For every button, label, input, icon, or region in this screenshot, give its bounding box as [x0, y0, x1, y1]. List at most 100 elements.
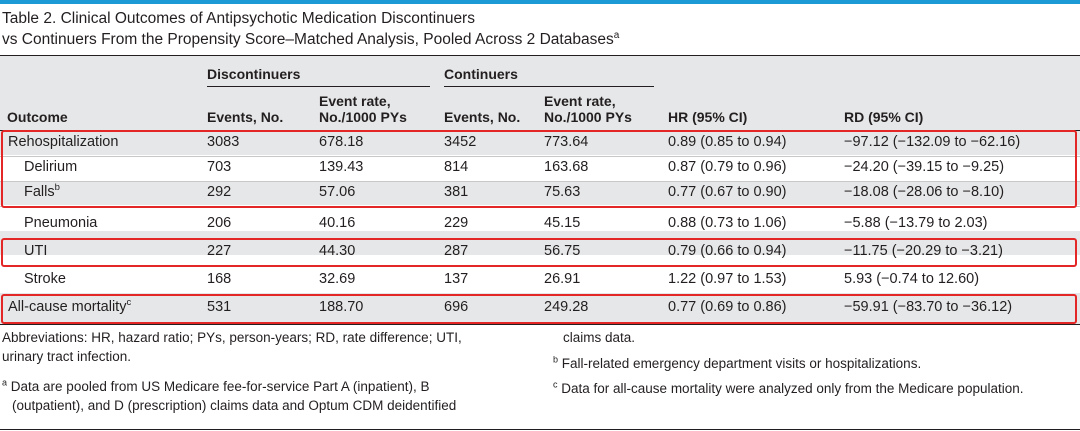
col-header-outcome: Outcome	[7, 109, 68, 125]
cell-cont-rate: 56.75	[544, 243, 581, 259]
footnote-c: c Data for all-cause mortality were anal…	[553, 379, 1024, 398]
col-header-cont-rate-line2: No./1000 PYs	[544, 109, 632, 125]
cell-cont-events: 381	[444, 184, 469, 200]
table-title-line-2-text: vs Continuers From the Propensity Score–…	[2, 31, 614, 48]
cell-disc-rate: 32.69	[319, 271, 356, 287]
col-header-hr: HR (95% CI)	[668, 109, 748, 125]
footnote-a-line3: claims data.	[563, 330, 636, 345]
cell-disc-events: 3083	[207, 134, 240, 150]
table-row-delirium: Delirium 703 139.43 814 163.68 0.87 (0.7…	[0, 156, 1080, 181]
abbreviations-note: Abbreviations: HR, hazard ratio; PYs, pe…	[2, 328, 462, 366]
accent-bar	[0, 0, 1080, 4]
cell-hr: 1.22 (0.97 to 1.53)	[668, 271, 787, 287]
table-title: Table 2. Clinical Outcomes of Antipsycho…	[2, 8, 619, 50]
highlight-box-rehospitalization	[1, 130, 1077, 208]
cell-cont-rate: 26.91	[544, 271, 581, 287]
table-row-uti: UTI 227 44.30 287 56.75 0.79 (0.66 to 0.…	[0, 240, 1080, 265]
cell-rd: −97.12 (−132.09 to −62.16)	[844, 134, 1021, 150]
footnote-c-text: Data for all-cause mortality were analyz…	[561, 381, 1024, 396]
cell-cont-events: 229	[444, 215, 469, 231]
cell-disc-rate: 57.06	[319, 184, 356, 200]
cell-cont-rate: 163.68	[544, 159, 589, 175]
group-rule-discontinuers	[207, 86, 430, 87]
cell-outcome-text: Falls	[24, 184, 55, 200]
table-row-falls: Fallsb 292 57.06 381 75.63 0.77 (0.67 to…	[0, 181, 1080, 206]
cell-hr: 0.89 (0.85 to 0.94)	[668, 134, 787, 150]
footnote-b-text: Fall-related emergency department visits…	[561, 356, 922, 371]
cell-disc-events: 227	[207, 243, 232, 259]
row-separator	[0, 181, 1080, 182]
table-row-stroke: Stroke 168 32.69 137 26.91 1.22 (0.97 to…	[0, 268, 1080, 293]
abbreviations-line2: urinary tract infection.	[2, 349, 132, 364]
col-header-cont-rate-line1: Event rate,	[544, 93, 616, 109]
row-shade	[0, 231, 1080, 255]
col-header-rd: RD (95% CI)	[844, 109, 924, 125]
footnote-b: b Fall-related emergency department visi…	[553, 354, 921, 373]
cell-outcome: Delirium	[24, 159, 78, 175]
cell-cont-rate: 75.63	[544, 184, 581, 200]
cell-cont-events: 137	[444, 271, 469, 287]
cell-disc-rate: 678.18	[319, 134, 364, 150]
cell-rd: −24.20 (−39.15 to −9.25)	[844, 159, 1005, 175]
footnote-a-marker: a	[2, 377, 8, 388]
row-shade	[0, 293, 1080, 324]
abbreviations-line1: Abbreviations: HR, hazard ratio; PYs, pe…	[2, 330, 462, 345]
cell-outcome: Rehospitalization	[8, 134, 119, 150]
group-header-continuers: Continuers	[444, 66, 518, 82]
footnote-a-line1: a Data are pooled from US Medicare fee-f…	[2, 377, 456, 396]
cell-disc-events: 531	[207, 299, 232, 315]
footnote-marker-b: b	[54, 182, 60, 194]
group-header-discontinuers: Discontinuers	[207, 66, 301, 82]
cell-disc-events: 292	[207, 184, 232, 200]
table-row-all-cause-mortality: All-cause mortalityc 531 188.70 696 249.…	[0, 296, 1080, 321]
group-rule-continuers	[444, 86, 654, 87]
col-header-disc-events: Events, No.	[207, 109, 284, 125]
row-shade	[0, 181, 1080, 205]
cell-rd: −11.75 (−20.29 to −3.21)	[844, 243, 1003, 259]
col-header-disc-rate-line2: No./1000 PYs	[319, 109, 407, 125]
highlight-box-uti	[1, 238, 1077, 267]
footnote-a-text-1: Data are pooled from US Medicare fee-for…	[10, 379, 430, 394]
cell-hr: 0.79 (0.66 to 0.94)	[668, 243, 787, 259]
cell-rd: −5.88 (−13.79 to 2.03)	[844, 215, 988, 231]
header-shade	[0, 56, 1080, 130]
col-header-cont-rate: Event rate, No./1000 PYs	[544, 93, 632, 125]
table-title-line-2: vs Continuers From the Propensity Score–…	[2, 29, 619, 50]
cell-outcome-text: All-cause mortality	[8, 299, 127, 315]
cell-outcome: Pneumonia	[24, 215, 98, 231]
cell-rd: −18.08 (−28.06 to −8.10)	[844, 184, 1005, 200]
footnote-c-marker: c	[553, 379, 558, 390]
row-shade	[0, 131, 1080, 155]
cell-rd: −59.91 (−83.70 to −36.12)	[844, 299, 1013, 315]
cell-disc-events: 168	[207, 271, 232, 287]
cell-disc-events: 703	[207, 159, 232, 175]
cell-disc-rate: 44.30	[319, 243, 356, 259]
table-row-rehospitalization: Rehospitalization 3083 678.18 3452 773.6…	[0, 131, 1080, 156]
cell-cont-events: 814	[444, 159, 469, 175]
col-header-disc-rate: Event rate, No./1000 PYs	[319, 93, 407, 125]
cell-cont-rate: 773.64	[544, 134, 589, 150]
cell-cont-rate: 45.15	[544, 215, 581, 231]
cell-hr: 0.77 (0.67 to 0.90)	[668, 184, 787, 200]
cell-cont-events: 287	[444, 243, 469, 259]
cell-hr: 0.77 (0.69 to 0.86)	[668, 299, 787, 315]
table-bottom-rule	[0, 324, 1080, 325]
footnote-a: a Data are pooled from US Medicare fee-f…	[2, 377, 456, 415]
col-header-disc-rate-line1: Event rate,	[319, 93, 391, 109]
table-row-pneumonia: Pneumonia 206 40.16 229 45.15 0.88 (0.73…	[0, 212, 1080, 237]
col-header-cont-events: Events, No.	[444, 109, 521, 125]
title-rule	[0, 55, 1080, 56]
cell-disc-rate: 139.43	[319, 159, 364, 175]
cell-outcome: Fallsb	[24, 182, 60, 200]
bottom-rule	[0, 429, 1080, 430]
cell-rd: 5.93 (−0.74 to 12.60)	[844, 271, 980, 287]
cell-outcome: All-cause mortalityc	[8, 297, 132, 315]
footnote-marker-c: c	[126, 297, 132, 309]
footnote-marker-a: a	[613, 29, 620, 41]
cell-disc-rate: 40.16	[319, 215, 356, 231]
cell-cont-rate: 249.28	[544, 299, 589, 315]
cell-outcome: Stroke	[24, 271, 66, 287]
cell-hr: 0.87 (0.79 to 0.96)	[668, 159, 787, 175]
cell-cont-events: 696	[444, 299, 469, 315]
cell-cont-events: 3452	[444, 134, 477, 150]
